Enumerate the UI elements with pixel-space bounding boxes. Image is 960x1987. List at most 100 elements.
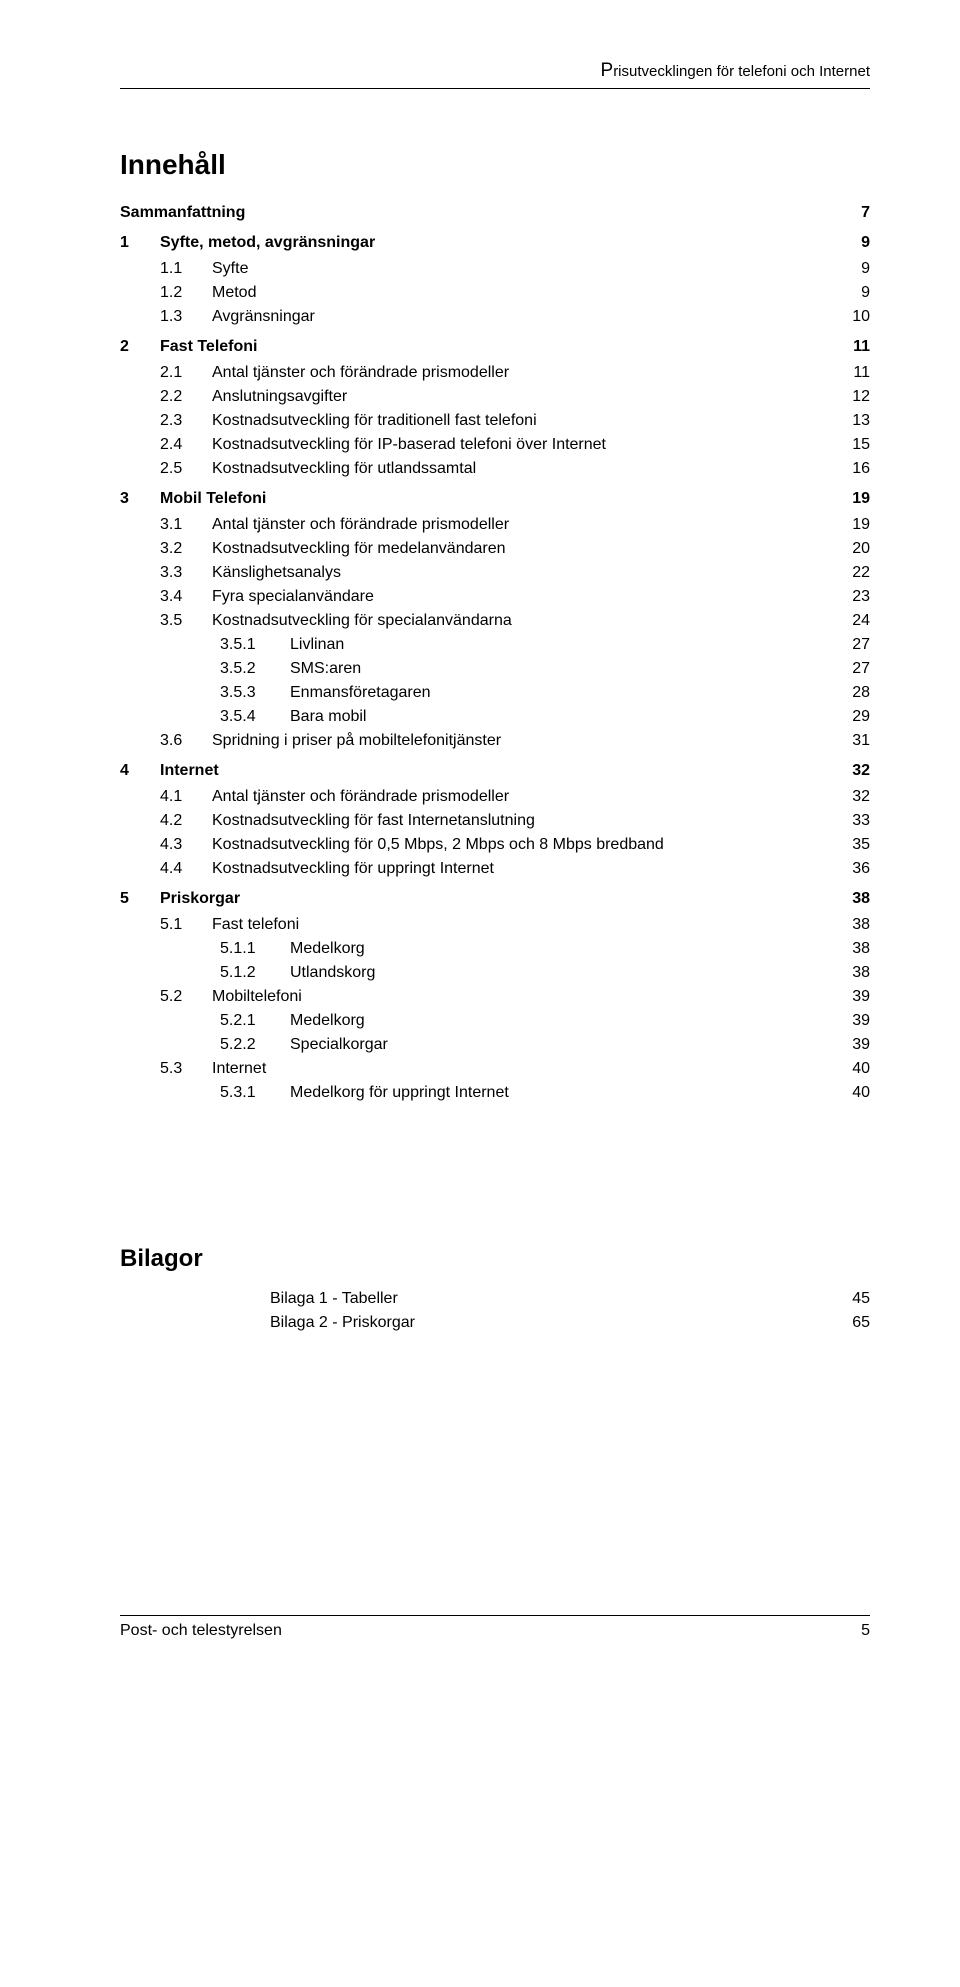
toc-number: 4.2 <box>160 809 212 833</box>
toc-page: 7 <box>861 201 870 225</box>
appendix-entry: Bilaga 1 - Tabeller 45 <box>270 1287 870 1311</box>
toc-label: 3.5.2SMS:aren <box>220 657 361 681</box>
toc-page: 39 <box>852 1009 870 1033</box>
toc-number: 2.4 <box>160 433 212 457</box>
toc-number: 1.3 <box>160 305 212 329</box>
toc-number: 2.5 <box>160 457 212 481</box>
appendix-page: 65 <box>852 1311 870 1335</box>
toc-entry: 2Fast Telefoni11 <box>120 335 870 359</box>
footer-page-number: 5 <box>861 1622 870 1640</box>
toc-page: 19 <box>852 487 870 511</box>
footer-rule <box>120 1615 870 1616</box>
toc-entry: 1.1Syfte 9 <box>120 257 870 281</box>
toc-entry: 4.4Kostnadsutveckling för uppringt Inter… <box>120 857 870 881</box>
toc-title: Innehåll <box>120 149 870 181</box>
toc-entry: 3.5.1Livlinan27 <box>120 633 870 657</box>
toc-entry: 2.2Anslutningsavgifter12 <box>120 385 870 409</box>
toc-entry: 5.2.1Medelkorg 39 <box>120 1009 870 1033</box>
toc-number: 2.1 <box>160 361 212 385</box>
toc-entry: 1.2Metod 9 <box>120 281 870 305</box>
toc-page: 28 <box>852 681 870 705</box>
toc-page: 39 <box>852 985 870 1009</box>
toc-number: 5.3 <box>160 1057 212 1081</box>
toc-label: 1.1Syfte <box>160 257 248 281</box>
table-of-contents: Sammanfattning71Syfte, metod, avgränsnin… <box>120 201 870 1105</box>
toc-entry: 3.5.2SMS:aren 27 <box>120 657 870 681</box>
toc-number: 5 <box>120 887 160 911</box>
toc-number: 3.6 <box>160 729 212 753</box>
toc-number: 3.2 <box>160 537 212 561</box>
toc-label: 5.2Mobiltelefoni <box>160 985 302 1009</box>
toc-page: 29 <box>852 705 870 729</box>
toc-page: 32 <box>852 759 870 783</box>
toc-label: 3.5.3Enmansföretagaren <box>220 681 431 705</box>
toc-label: 5.1.1Medelkorg <box>220 937 365 961</box>
toc-page: 40 <box>852 1081 870 1105</box>
toc-entry: 2.1Antal tjänster och förändrade prismod… <box>120 361 870 385</box>
page-footer: Post- och telestyrelsen 5 <box>120 1615 870 1640</box>
toc-page: 35 <box>852 833 870 857</box>
appendix-entry: Bilaga 2 - Priskorgar 65 <box>270 1311 870 1335</box>
toc-number: 4.1 <box>160 785 212 809</box>
toc-page: 33 <box>852 809 870 833</box>
toc-label: 2.3Kostnadsutveckling för traditionell f… <box>160 409 537 433</box>
toc-entry: 5.3Internet40 <box>120 1057 870 1081</box>
toc-number: 2.3 <box>160 409 212 433</box>
toc-number: 1.1 <box>160 257 212 281</box>
toc-label: 5.2.2Specialkorgar <box>220 1033 388 1057</box>
header-rule <box>120 88 870 89</box>
toc-label: 2.5Kostnadsutveckling för utlandssamtal <box>160 457 476 481</box>
appendix-label: Bilaga 1 - Tabeller <box>270 1287 398 1311</box>
toc-entry: 5Priskorgar38 <box>120 887 870 911</box>
toc-label: 5Priskorgar <box>120 887 240 911</box>
toc-entry: 5.1Fast telefoni38 <box>120 913 870 937</box>
toc-entry: 4.2Kostnadsutveckling för fast Interneta… <box>120 809 870 833</box>
toc-number: 2 <box>120 335 160 359</box>
toc-number: 5.1.2 <box>220 961 290 985</box>
toc-entry: 1Syfte, metod, avgränsningar 9 <box>120 231 870 255</box>
toc-label: 3.6Spridning i priser på mobiltelefonitj… <box>160 729 501 753</box>
toc-label: 3.5Kostnadsutveckling för specialanvända… <box>160 609 512 633</box>
toc-number: 3.5 <box>160 609 212 633</box>
toc-number: 3.5.4 <box>220 705 290 729</box>
toc-label: 1.3Avgränsningar <box>160 305 315 329</box>
appendix-label: Bilaga 2 - Priskorgar <box>270 1311 415 1335</box>
appendix-page: 45 <box>852 1287 870 1311</box>
toc-number: 5.1.1 <box>220 937 290 961</box>
toc-entry: 1.3Avgränsningar10 <box>120 305 870 329</box>
toc-label: 3.1Antal tjänster och förändrade prismod… <box>160 513 509 537</box>
toc-page: 23 <box>852 585 870 609</box>
toc-entry: 5.3.1Medelkorg för uppringt Internet 40 <box>120 1081 870 1105</box>
toc-entry: 5.1.1Medelkorg 38 <box>120 937 870 961</box>
toc-number: 2.2 <box>160 385 212 409</box>
toc-entry: 3.5Kostnadsutveckling för specialanvända… <box>120 609 870 633</box>
toc-page: 40 <box>852 1057 870 1081</box>
toc-page: 27 <box>852 657 870 681</box>
toc-entry: 5.2Mobiltelefoni 39 <box>120 985 870 1009</box>
toc-label: 3.5.1Livlinan <box>220 633 344 657</box>
toc-page: 24 <box>852 609 870 633</box>
toc-label: 1.2Metod <box>160 281 256 305</box>
toc-number: 3 <box>120 487 160 511</box>
toc-label: 5.1.2Utlandskorg <box>220 961 375 985</box>
toc-label: 1Syfte, metod, avgränsningar <box>120 231 375 255</box>
toc-page: 9 <box>861 257 870 281</box>
toc-label: 3Mobil Telefoni <box>120 487 266 511</box>
toc-page: 9 <box>861 231 870 255</box>
toc-label: 2.2Anslutningsavgifter <box>160 385 347 409</box>
toc-page: 38 <box>852 937 870 961</box>
toc-label: 5.2.1Medelkorg <box>220 1009 365 1033</box>
toc-page: 39 <box>852 1033 870 1057</box>
toc-number: 5.1 <box>160 913 212 937</box>
toc-page: 36 <box>852 857 870 881</box>
toc-entry: 3.1Antal tjänster och förändrade prismod… <box>120 513 870 537</box>
toc-number: 5.2.2 <box>220 1033 290 1057</box>
toc-label: 4.4Kostnadsutveckling för uppringt Inter… <box>160 857 494 881</box>
header-text: risutvecklingen för telefoni och Interne… <box>613 63 870 80</box>
toc-number: 3.4 <box>160 585 212 609</box>
toc-page: 9 <box>861 281 870 305</box>
toc-label: 3.4Fyra specialanvändare <box>160 585 374 609</box>
toc-entry: 3Mobil Telefoni 19 <box>120 487 870 511</box>
toc-entry: 4.3Kostnadsutveckling för 0,5 Mbps, 2 Mb… <box>120 833 870 857</box>
toc-label: 5.3.1Medelkorg för uppringt Internet <box>220 1081 509 1105</box>
